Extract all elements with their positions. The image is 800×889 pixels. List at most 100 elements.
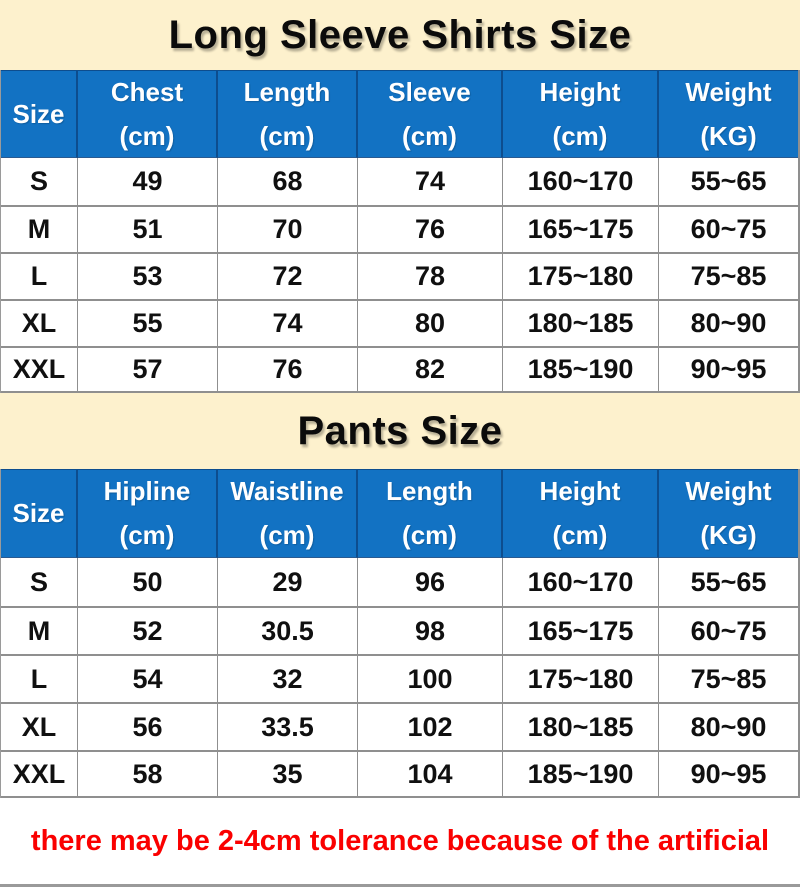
value-cell: 175~180 xyxy=(503,252,659,299)
size-label-xl: XL xyxy=(1,299,78,346)
value-cell: 96 xyxy=(358,558,503,606)
value-cell: 60~75 xyxy=(659,606,798,654)
header-length: Length (cm) xyxy=(218,70,358,158)
header-label: Weight xyxy=(685,476,772,506)
value-cell: 68 xyxy=(218,158,358,205)
size-label-s: S xyxy=(1,158,78,205)
size-label-xxl: XXL xyxy=(1,750,78,798)
shirts-table-title: Long Sleeve Shirts Size xyxy=(0,0,800,70)
header-label: Length xyxy=(243,76,331,107)
tolerance-note: there may be 2-4cm tolerance because of … xyxy=(0,798,800,887)
value-cell: 98 xyxy=(358,606,503,654)
value-cell: 185~190 xyxy=(503,750,659,798)
value-cell: 70 xyxy=(218,205,358,252)
header-label: Waistline xyxy=(230,476,344,506)
value-cell: 51 xyxy=(78,205,218,252)
value-cell: 165~175 xyxy=(503,606,659,654)
value-cell: 75~85 xyxy=(659,252,798,299)
value-cell: 55 xyxy=(78,299,218,346)
header-unit: (cm) xyxy=(402,520,457,550)
value-cell: 82 xyxy=(358,346,503,393)
size-label-m: M xyxy=(1,606,78,654)
header-chest: Chest (cm) xyxy=(78,70,218,158)
header-weight: Weight (KG) xyxy=(659,70,798,158)
value-cell: 165~175 xyxy=(503,205,659,252)
header-label: Height xyxy=(539,476,621,506)
header-unit: (cm) xyxy=(259,120,315,151)
header-waistline: Waistline (cm) xyxy=(218,469,358,558)
header-label: Hipline xyxy=(103,476,191,506)
size-label-l: L xyxy=(1,252,78,299)
header-unit: (cm) xyxy=(552,520,608,550)
value-cell: 76 xyxy=(358,205,503,252)
header-unit: (cm) xyxy=(119,520,175,550)
value-cell: 104 xyxy=(358,750,503,798)
header-label: Height xyxy=(539,76,621,107)
header-sleeve: Sleeve (cm) xyxy=(358,70,503,158)
value-cell: 80~90 xyxy=(659,702,798,750)
size-label-s: S xyxy=(1,558,78,606)
value-cell: 53 xyxy=(78,252,218,299)
value-cell: 160~170 xyxy=(503,558,659,606)
value-cell: 180~185 xyxy=(503,299,659,346)
value-cell: 35 xyxy=(218,750,358,798)
header-label: Sleeve xyxy=(388,76,471,107)
header-unit: (KG) xyxy=(700,520,757,550)
header-label: Chest xyxy=(110,76,184,107)
value-cell: 78 xyxy=(358,252,503,299)
header-unit: (cm) xyxy=(119,120,175,151)
size-label-xl: XL xyxy=(1,702,78,750)
value-cell: 100 xyxy=(358,654,503,702)
header-size: Size xyxy=(1,469,78,558)
header-hipline: Hipline (cm) xyxy=(78,469,218,558)
value-cell: 49 xyxy=(78,158,218,205)
value-cell: 55~65 xyxy=(659,158,798,205)
header-unit: (cm) xyxy=(552,120,608,151)
header-unit: (KG) xyxy=(700,120,757,151)
value-cell: 32 xyxy=(218,654,358,702)
value-cell: 160~170 xyxy=(503,158,659,205)
pants-size-table: Size Hipline (cm) Waistline (cm) Length (cm) He… xyxy=(0,469,800,798)
value-cell: 185~190 xyxy=(503,346,659,393)
value-cell: 33.5 xyxy=(218,702,358,750)
pants-table-title: Pants Size xyxy=(0,393,800,469)
value-cell: 90~95 xyxy=(659,346,798,393)
value-cell: 54 xyxy=(78,654,218,702)
header-length: Length (cm) xyxy=(358,469,503,558)
value-cell: 76 xyxy=(218,346,358,393)
header-label: Size xyxy=(12,498,65,528)
value-cell: 29 xyxy=(218,558,358,606)
value-cell: 58 xyxy=(78,750,218,798)
value-cell: 90~95 xyxy=(659,750,798,798)
value-cell: 60~75 xyxy=(659,205,798,252)
size-label-xxl: XXL xyxy=(1,346,78,393)
header-unit: (cm) xyxy=(259,520,315,550)
header-unit: (cm) xyxy=(402,120,457,151)
value-cell: 74 xyxy=(218,299,358,346)
value-cell: 180~185 xyxy=(503,702,659,750)
value-cell: 80~90 xyxy=(659,299,798,346)
header-label: Length xyxy=(386,476,473,506)
value-cell: 175~180 xyxy=(503,654,659,702)
value-cell: 57 xyxy=(78,346,218,393)
value-cell: 55~65 xyxy=(659,558,798,606)
value-cell: 80 xyxy=(358,299,503,346)
value-cell: 30.5 xyxy=(218,606,358,654)
size-label-m: M xyxy=(1,205,78,252)
value-cell: 75~85 xyxy=(659,654,798,702)
header-height: Height (cm) xyxy=(503,469,659,558)
header-label: Size xyxy=(12,98,65,129)
header-height: Height (cm) xyxy=(503,70,659,158)
value-cell: 102 xyxy=(358,702,503,750)
value-cell: 74 xyxy=(358,158,503,205)
header-weight: Weight (KG) xyxy=(659,469,798,558)
value-cell: 72 xyxy=(218,252,358,299)
header-size: Size xyxy=(1,70,78,158)
shirts-size-table: Size Chest (cm) Length (cm) Sleeve (cm) Height (… xyxy=(0,70,800,393)
value-cell: 50 xyxy=(78,558,218,606)
pants-size-section: Pants Size Size Hipline (cm) Waistline (cm) L… xyxy=(0,393,800,798)
header-label: Weight xyxy=(685,76,772,107)
shirts-size-section: Long Sleeve Shirts Size Size Chest (cm) Len… xyxy=(0,0,800,393)
size-label-l: L xyxy=(1,654,78,702)
